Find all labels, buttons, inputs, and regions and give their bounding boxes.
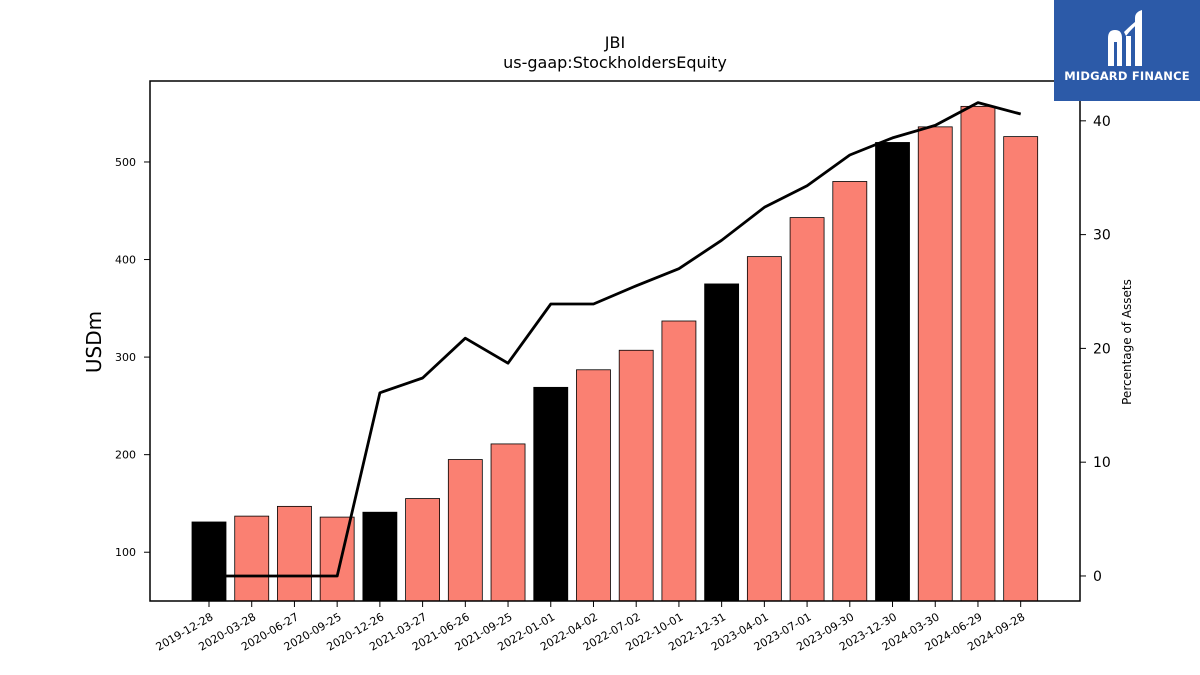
x-axis: 2019-12-282020-03-282020-06-272020-09-25…	[154, 601, 1027, 654]
bar-2020-03-28	[234, 515, 270, 602]
bar-2021-06-26	[447, 459, 483, 602]
bar-2019-12-28	[191, 521, 227, 602]
chart-subtitle: us-gaap:StockholdersEquity	[503, 53, 727, 72]
y-tick-label: 300	[115, 351, 136, 364]
bar-2023-04-01	[746, 256, 782, 602]
bar-2023-12-30	[875, 142, 910, 602]
y-tick-label: 500	[115, 156, 136, 169]
bar-series	[191, 105, 1039, 602]
line-series	[209, 101, 1022, 578]
bar-2024-03-30	[917, 126, 953, 602]
bar-2022-04-02	[576, 369, 611, 602]
y2-tick-label: 10	[1093, 455, 1111, 471]
bar-2020-12-26	[362, 511, 398, 602]
y-tick-label: 200	[115, 449, 136, 462]
y-tick-label: 400	[115, 254, 136, 267]
logo-mark-icon	[1108, 10, 1142, 66]
brand-name: MIDGARD FINANCE	[1064, 69, 1190, 83]
y2-tick-label: 30	[1093, 228, 1111, 244]
bar-2023-07-01	[789, 217, 825, 602]
bar-2023-09-30	[832, 181, 868, 602]
y2-tick-label: 40	[1093, 114, 1111, 130]
bar-2022-10-01	[661, 320, 697, 602]
bar-2021-03-27	[405, 498, 441, 602]
y2-tick-label: 0	[1093, 569, 1102, 585]
bar-2022-12-31	[704, 283, 740, 602]
bar-2020-06-27	[277, 505, 312, 602]
bar-2021-09-25	[490, 443, 526, 602]
bar-2022-01-01	[533, 386, 569, 602]
brand-logo: MIDGARD FINANCE	[1054, 0, 1200, 101]
y-axis-right: 0 10 20 30 40	[1080, 114, 1111, 585]
percentage-line	[209, 101, 1022, 578]
y2-tick-label: 20	[1093, 341, 1111, 357]
y-axis-title: USDm	[82, 311, 106, 373]
y-axis-left: 100 200 300 400 500	[115, 156, 150, 559]
bar-2022-07-02	[618, 349, 654, 602]
y2-axis-title: Percentage of Assets	[1120, 279, 1134, 405]
bar-2024-09-28	[1003, 136, 1039, 602]
y-tick-label: 100	[115, 546, 136, 559]
plot-area	[149, 80, 1081, 602]
chart-title: JBI	[604, 33, 625, 52]
bar-2024-06-29	[960, 105, 996, 602]
